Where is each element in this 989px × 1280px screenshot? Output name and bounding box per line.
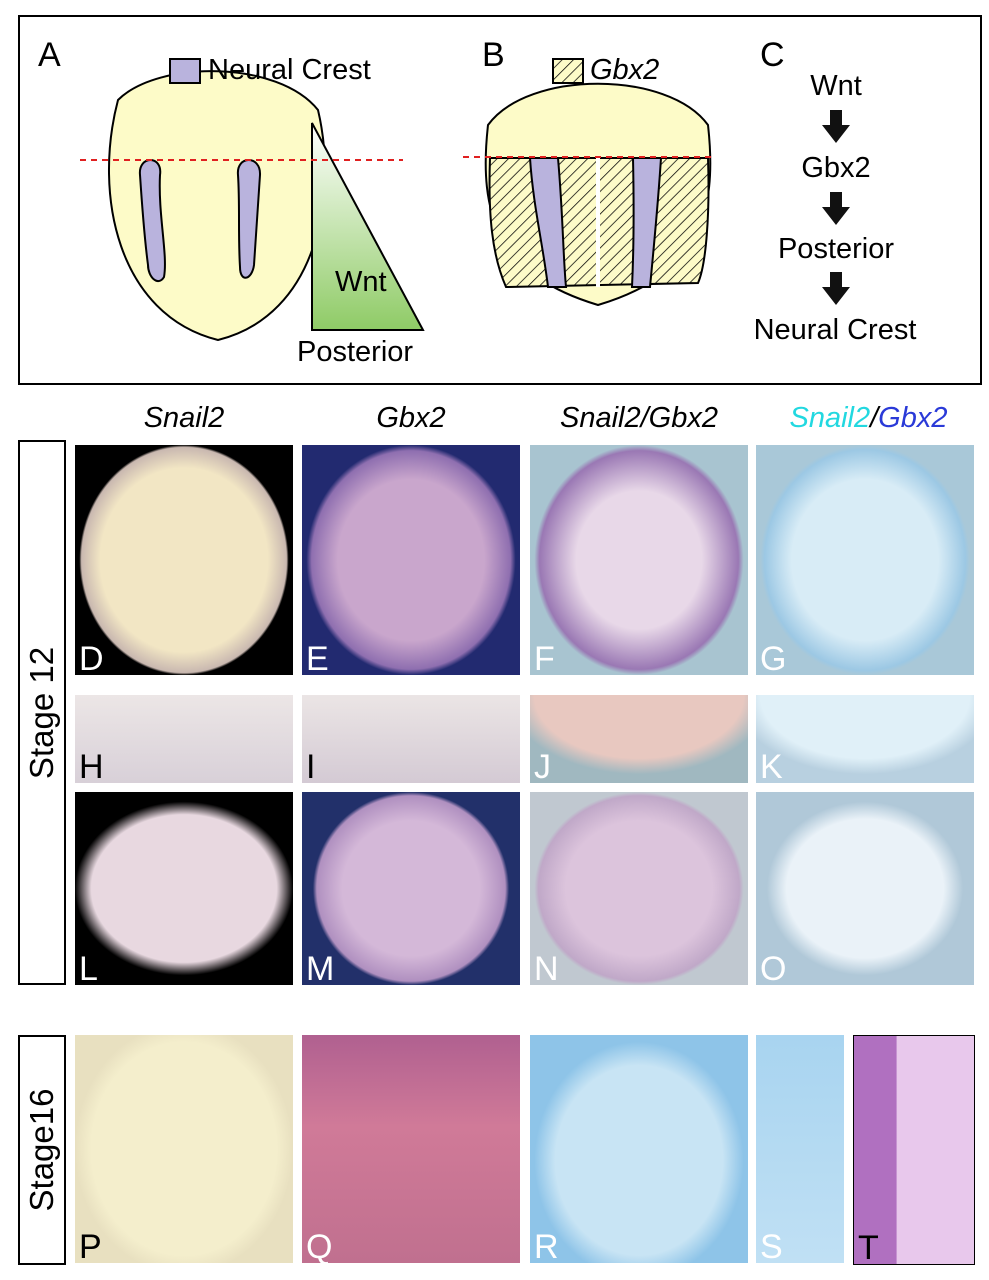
panel-label: G <box>760 640 787 675</box>
pathway-step: Neural Crest <box>753 314 917 346</box>
panel-label: T <box>858 1229 879 1265</box>
panel-label: D <box>79 640 104 675</box>
gbx2-legend: Gbx2 <box>590 54 660 86</box>
schematic-box <box>18 15 982 385</box>
image-panel-j: J <box>530 695 748 783</box>
image-panel-k: K <box>756 695 974 783</box>
column-header: Snail2/Gbx2 <box>560 402 718 434</box>
panel-label-c: C <box>760 36 785 74</box>
separator: / <box>870 402 879 434</box>
stage-16-label: Stage16 <box>18 1035 66 1265</box>
image-panel-f: F <box>530 445 748 675</box>
panel-label: K <box>760 748 783 783</box>
image-panel-t: T <box>853 1035 975 1265</box>
image-panel-l: L <box>75 792 293 985</box>
panel-label: R <box>534 1228 559 1263</box>
panel-label: E <box>306 640 329 675</box>
snail2-label: Snail2 <box>789 402 871 434</box>
gbx2-label: Gbx2 <box>878 402 948 434</box>
schematic-drawing <box>80 58 850 342</box>
panel-label: N <box>534 950 559 985</box>
image-panel-r: R <box>530 1035 748 1263</box>
panel-label: J <box>534 748 551 783</box>
column-header: Gbx2 <box>376 402 446 434</box>
image-panel-q: Q <box>302 1035 520 1263</box>
image-panel-d: D <box>75 445 293 675</box>
panel-label: O <box>760 950 787 985</box>
panel-label: I <box>306 748 316 783</box>
image-panel-h: H <box>75 695 293 783</box>
panel-label: S <box>760 1228 783 1263</box>
image-panel-i: I <box>302 695 520 783</box>
panel-label: P <box>79 1228 102 1263</box>
image-panel-o: O <box>756 792 974 985</box>
stage-12-label: Stage 12 <box>18 440 66 985</box>
panel-label-b: B <box>482 36 505 74</box>
panel-label-a: A <box>38 36 61 74</box>
panel-label: H <box>79 748 104 783</box>
pathway-step: Wnt <box>810 70 862 102</box>
image-panel-n: N <box>530 792 748 985</box>
wnt-label: Wnt <box>335 266 387 298</box>
pathway-step: Gbx2 <box>801 152 871 184</box>
image-panel-s: S <box>756 1035 844 1263</box>
panel-label: M <box>306 950 335 985</box>
posterior-label: Posterior <box>297 336 414 368</box>
panel-label: F <box>534 640 555 675</box>
image-panel-g: G <box>756 445 974 675</box>
neural-crest-legend: Neural Crest <box>208 54 371 86</box>
panel-label: L <box>79 950 98 985</box>
image-panel-e: E <box>302 445 520 675</box>
image-panel-p: P <box>75 1035 293 1263</box>
column-header: Snail2 <box>143 402 225 434</box>
image-panel-m: M <box>302 792 520 985</box>
pathway-step: Posterior <box>777 233 895 265</box>
column-header: Snail2/Gbx2 <box>756 402 981 435</box>
panel-label: Q <box>306 1228 333 1263</box>
